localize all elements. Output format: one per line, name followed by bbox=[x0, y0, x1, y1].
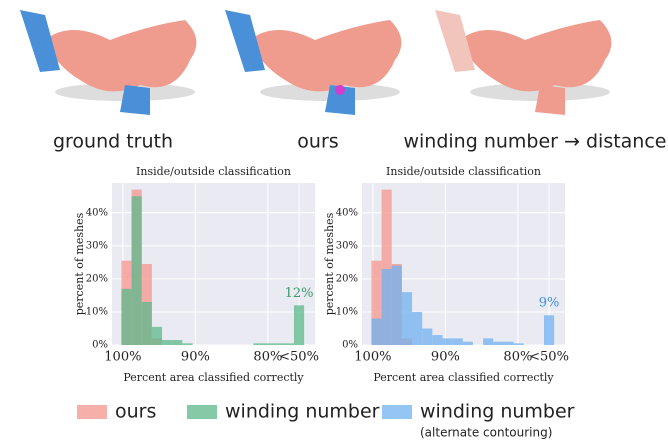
bar bbox=[141, 302, 152, 345]
legend-label: ours bbox=[115, 401, 156, 423]
annotation: 9% bbox=[539, 296, 560, 311]
bar bbox=[391, 265, 402, 345]
legend-label: winding number bbox=[420, 401, 575, 423]
bar bbox=[483, 338, 494, 345]
bar bbox=[283, 343, 294, 345]
legend-note: (alternate contouring) bbox=[420, 426, 552, 440]
annotation: 12% bbox=[285, 286, 314, 301]
bar bbox=[422, 328, 433, 345]
chart-title: Inside/outside classification bbox=[136, 165, 291, 178]
caption: ours bbox=[297, 131, 338, 153]
legend-swatch bbox=[187, 405, 217, 419]
bar bbox=[273, 343, 284, 345]
y-tick-label: 30% bbox=[86, 240, 108, 251]
bar bbox=[371, 260, 382, 345]
bar bbox=[462, 341, 473, 345]
x-axis-label: Percent area classified correctly bbox=[373, 371, 554, 384]
bar bbox=[543, 315, 555, 345]
caption: ground truth bbox=[53, 131, 173, 153]
bar bbox=[172, 340, 183, 345]
bar bbox=[263, 343, 274, 345]
bar bbox=[381, 189, 392, 345]
y-tick-label: 30% bbox=[336, 240, 358, 251]
chart-title: Inside/outside classification bbox=[386, 165, 541, 178]
bar bbox=[513, 343, 524, 345]
x-tick-label: 80% bbox=[253, 350, 282, 365]
x-tick-label: <50% bbox=[529, 350, 569, 365]
bar bbox=[371, 318, 382, 345]
y-tick-label: 0% bbox=[92, 340, 108, 351]
bar bbox=[412, 311, 423, 345]
y-tick-label: 20% bbox=[86, 273, 108, 284]
legend-swatch bbox=[77, 405, 107, 419]
x-axis-label: Percent area classified correctly bbox=[123, 371, 304, 384]
y-tick-label: 10% bbox=[86, 306, 108, 317]
x-tick-label: 80% bbox=[503, 350, 532, 365]
y-tick-label: 40% bbox=[336, 207, 358, 218]
y-axis-label: percent of meshes bbox=[323, 212, 336, 315]
x-tick-label: <50% bbox=[279, 350, 319, 365]
bar bbox=[503, 341, 514, 345]
x-tick-label: 100% bbox=[104, 350, 141, 365]
bar bbox=[121, 288, 132, 345]
bar bbox=[162, 340, 173, 345]
renders bbox=[20, 10, 612, 115]
legend-swatch bbox=[382, 405, 412, 419]
x-tick-label: 100% bbox=[354, 350, 391, 365]
render-winding bbox=[435, 10, 612, 115]
x-tick-label: 90% bbox=[181, 350, 210, 365]
bar bbox=[151, 326, 163, 345]
bar bbox=[432, 335, 443, 345]
x-tick-label: 90% bbox=[431, 350, 460, 365]
bar bbox=[401, 292, 413, 345]
bar bbox=[493, 341, 504, 345]
bar bbox=[131, 196, 142, 345]
y-tick-label: 20% bbox=[336, 273, 358, 284]
caption: winding number → distance bbox=[403, 131, 666, 153]
y-tick-label: 0% bbox=[342, 340, 358, 351]
bar bbox=[381, 268, 392, 345]
bar bbox=[442, 338, 453, 345]
bar bbox=[253, 343, 264, 345]
legend-label: winding number bbox=[225, 401, 380, 423]
bar bbox=[293, 305, 305, 345]
bar bbox=[182, 343, 193, 345]
y-axis-label: percent of meshes bbox=[73, 212, 86, 315]
render-ours bbox=[225, 10, 402, 115]
legend: ours winding number winding number (alterna… bbox=[77, 401, 575, 440]
y-tick-label: 10% bbox=[336, 306, 358, 317]
bar bbox=[452, 338, 463, 345]
render-ground-truth bbox=[20, 10, 197, 115]
y-tick-label: 40% bbox=[86, 207, 108, 218]
